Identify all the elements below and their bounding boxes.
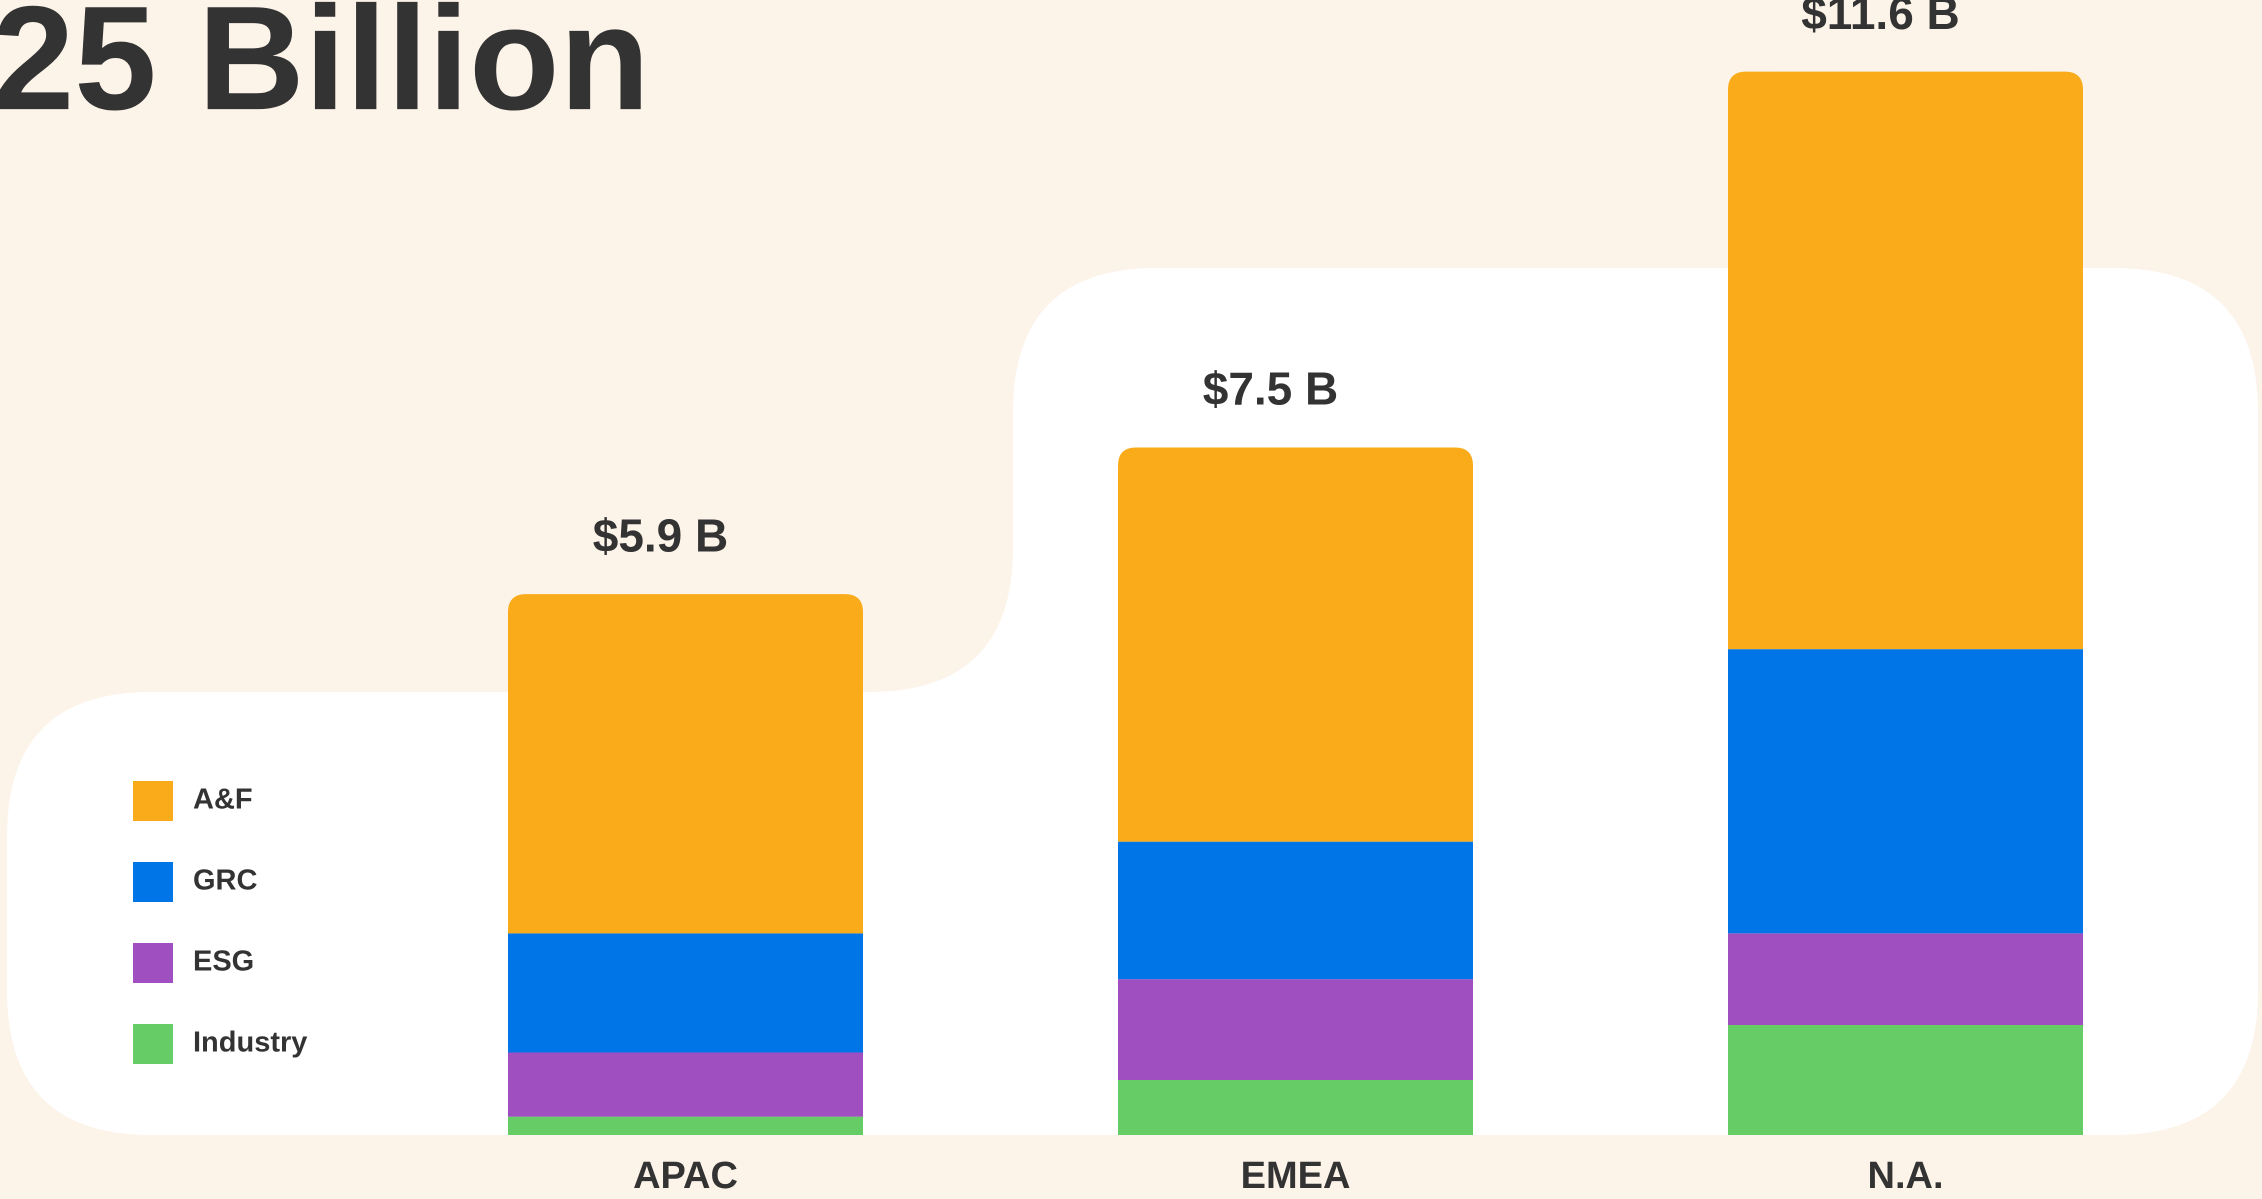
x-tick-label: APAC xyxy=(633,1155,738,1197)
legend-label: ESG xyxy=(193,946,254,978)
bar-segment xyxy=(1728,71,2083,650)
bar-segment xyxy=(1118,447,1473,842)
x-tick-label: N.A. xyxy=(1868,1155,1944,1197)
bar-segment xyxy=(1728,649,2083,934)
legend-swatch xyxy=(133,862,173,902)
legend-label: GRC xyxy=(193,865,258,897)
total-label: $7.5 B xyxy=(1203,363,1339,415)
bar-segment xyxy=(1118,1080,1473,1135)
bar-segment xyxy=(508,933,863,1053)
total-label: $11.6 B xyxy=(1801,0,1960,39)
total-label: $5.9 B xyxy=(593,509,729,561)
legend-swatch xyxy=(133,943,173,983)
bar-segment xyxy=(508,594,863,934)
bar-segment xyxy=(1728,933,2083,1025)
bar-segment xyxy=(508,1116,863,1135)
bar-segment xyxy=(1118,979,1473,1080)
chart-title: 25 Billion xyxy=(0,0,650,141)
bar-segment xyxy=(1118,841,1473,980)
legend-label: Industry xyxy=(193,1027,307,1059)
legend-swatch xyxy=(133,781,173,821)
bar-segment xyxy=(1728,1025,2083,1135)
legend-label: A&F xyxy=(193,784,253,816)
x-tick-label: EMEA xyxy=(1241,1155,1351,1197)
legend: Industry ESG GRC A&F xyxy=(133,781,307,1064)
legend-swatch xyxy=(133,1024,173,1064)
bar-segment xyxy=(508,1052,863,1117)
